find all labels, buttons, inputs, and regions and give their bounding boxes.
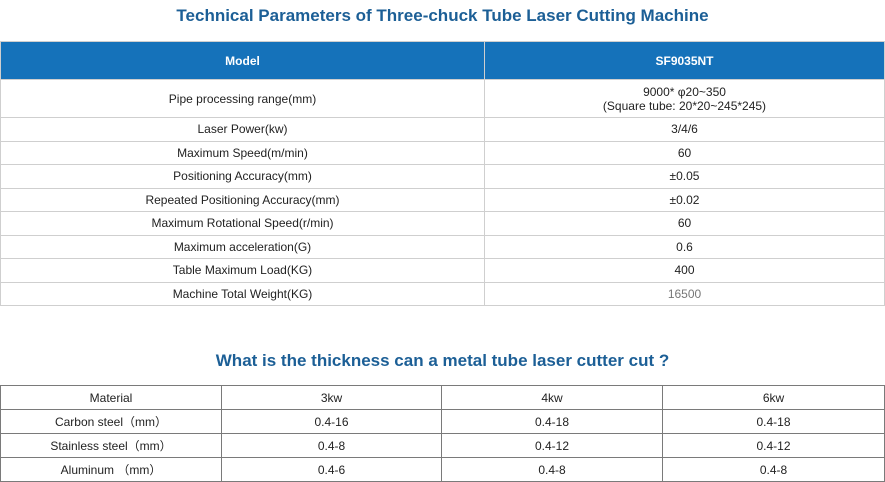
param-label: Pipe processing range(mm) [0, 79, 485, 118]
table-row: Maximum Rotational Speed(r/min) 60 [0, 211, 885, 236]
table-header-row: Model SF9035NT [0, 41, 885, 80]
param-label: Maximum Speed(m/min) [0, 140, 485, 165]
thickness-cell: 0.4-18 [662, 409, 885, 434]
table-row: Positioning Accuracy(mm) ±0.05 [0, 164, 885, 189]
material-cell: Carbon steel（mm） [0, 409, 222, 434]
table-row: Aluminum （mm） 0.4-6 0.4-8 0.4-8 [0, 457, 885, 482]
thickness-cell: 0.4-12 [662, 433, 885, 458]
header-cell: SF9035NT [484, 41, 885, 80]
param-value: ±0.02 [484, 187, 885, 212]
header-cell: Model [0, 41, 485, 80]
param-label: Machine Total Weight(KG) [0, 281, 485, 306]
table-row: Pipe processing range(mm) 9000* φ20~350 … [0, 79, 885, 118]
param-value: 400 [484, 258, 885, 283]
thickness-cell: 0.4-18 [441, 409, 663, 434]
param-value-line: (Square tube: 20*20~245*245) [602, 98, 767, 113]
section-title: What is the thickness can a metal tube l… [215, 351, 670, 370]
thickness-cell: 0.4-8 [662, 457, 885, 482]
table-row: Maximum Speed(m/min) 60 [0, 140, 885, 165]
thickness-cell: 0.4-8 [221, 433, 442, 458]
param-label: Maximum acceleration(G) [0, 234, 485, 259]
header-cell: 4kw [441, 385, 663, 410]
material-cell: Aluminum （mm） [0, 457, 222, 482]
param-value: 3/4/6 [484, 117, 885, 142]
param-value: ±0.05 [484, 164, 885, 189]
header-cell: 6kw [662, 385, 885, 410]
table-header-row: Material 3kw 4kw 6kw [0, 385, 885, 410]
param-value-line: 9000* φ20~350 [643, 84, 726, 99]
thickness-table: Material 3kw 4kw 6kw Carbon steel（mm） 0.… [0, 385, 885, 482]
table-row: Repeated Positioning Accuracy(mm) ±0.02 [0, 187, 885, 212]
table-row: Carbon steel（mm） 0.4-16 0.4-18 0.4-18 [0, 409, 885, 434]
technical-parameters-table: Model SF9035NT Pipe processing range(mm)… [0, 41, 885, 306]
param-value: 60 [484, 211, 885, 236]
param-value: 60 [484, 140, 885, 165]
table-row: Table Maximum Load(KG) 400 [0, 258, 885, 283]
table-row: Maximum acceleration(G) 0.6 [0, 234, 885, 259]
page-title: Technical Parameters of Three-chuck Tube… [176, 6, 709, 25]
param-label: Laser Power(kw) [0, 117, 485, 142]
param-value: 0.6 [484, 234, 885, 259]
thickness-cell: 0.4-16 [221, 409, 442, 434]
param-label: Repeated Positioning Accuracy(mm) [0, 187, 485, 212]
table-row: Laser Power(kw) 3/4/6 [0, 117, 885, 142]
material-cell: Stainless steel（mm） [0, 433, 222, 458]
header-cell: Material [0, 385, 222, 410]
table-row: Stainless steel（mm） 0.4-8 0.4-12 0.4-12 [0, 433, 885, 458]
param-label: Maximum Rotational Speed(r/min) [0, 211, 485, 236]
param-value: 16500 [484, 281, 885, 306]
thickness-cell: 0.4-8 [441, 457, 663, 482]
table-row: Machine Total Weight(KG) 16500 [0, 281, 885, 306]
param-label: Positioning Accuracy(mm) [0, 164, 485, 189]
param-label: Table Maximum Load(KG) [0, 258, 485, 283]
param-value: 9000* φ20~350 (Square tube: 20*20~245*24… [484, 79, 885, 118]
header-cell: 3kw [221, 385, 442, 410]
thickness-cell: 0.4-12 [441, 433, 663, 458]
thickness-cell: 0.4-6 [221, 457, 442, 482]
